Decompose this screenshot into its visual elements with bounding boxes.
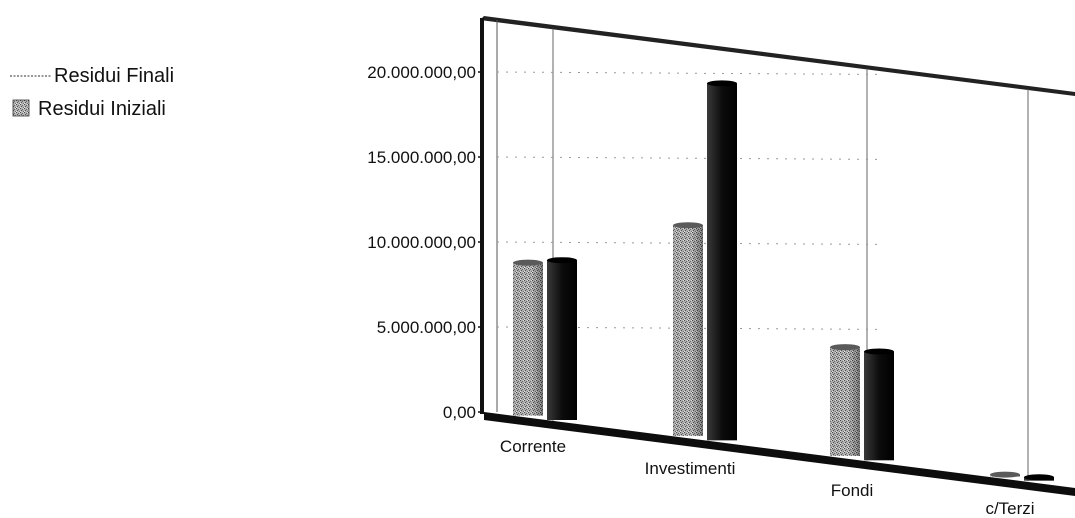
bar-cap (830, 344, 860, 351)
y-tick-label: 15.000.000,00 (367, 148, 476, 167)
bar-cap (513, 259, 543, 266)
bar-body (707, 83, 737, 441)
y-tick-label: 20.000.000,00 (367, 63, 476, 82)
left-wall (480, 18, 484, 414)
bar-shading (830, 347, 860, 456)
x-tick-label: c/Terzi (985, 499, 1034, 518)
bar-cap (990, 471, 1020, 478)
y-tick-label: 10.000.000,00 (367, 233, 476, 252)
legend-swatch-residui-iniziali (12, 99, 30, 117)
legend-item-residui-iniziali: Residui Iniziali (12, 98, 166, 120)
floor-edge (484, 412, 1075, 496)
legend-label-residui-iniziali: Residui Iniziali (38, 98, 166, 120)
bar-cap (864, 348, 894, 355)
bar-residui-finali (830, 344, 860, 456)
x-axis-labels: Corrente Investimenti Fondi c/Terzi (500, 437, 1035, 518)
vertical-gridlines (552, 28, 1029, 482)
legend: Residui Finali Residui Iniziali (10, 65, 174, 120)
bars (513, 80, 1054, 481)
legend-label-residui-finali: Residui Finali (54, 65, 174, 87)
y-gridline (496, 71, 881, 75)
y-tick-label: 0,00 (443, 403, 476, 422)
y-axis: 0,00 5.000.000,00 10.000.000,00 15.000.000,… (367, 63, 484, 422)
bar-shading (513, 262, 543, 416)
x-tick-label: Investimenti (645, 459, 736, 478)
bar-residui-iniziali (1024, 474, 1054, 481)
y-gridline (496, 241, 881, 245)
bar-residui-finali (673, 222, 703, 437)
bar-residui-finali (513, 259, 543, 416)
y-gridline (496, 156, 881, 160)
y-tick-label: 5.000.000,00 (377, 318, 476, 337)
bar-body (547, 260, 577, 421)
bar-cap (1024, 474, 1054, 481)
floor (484, 412, 1075, 496)
bar-cap (673, 222, 703, 229)
bar-shading (673, 225, 703, 437)
bar-residui-iniziali (707, 80, 737, 441)
top-edge (480, 16, 1075, 96)
x-tick-label: Fondi (831, 481, 874, 500)
x-tick-label: Corrente (500, 437, 566, 456)
bar-cap (547, 257, 577, 264)
bar-residui-finali (990, 471, 1020, 478)
bar-cap (707, 80, 737, 87)
bar-residui-iniziali (864, 348, 894, 461)
legend-item-residui-finali: Residui Finali (10, 65, 174, 87)
bar-residui-iniziali (547, 257, 577, 421)
bar-body (864, 351, 894, 461)
